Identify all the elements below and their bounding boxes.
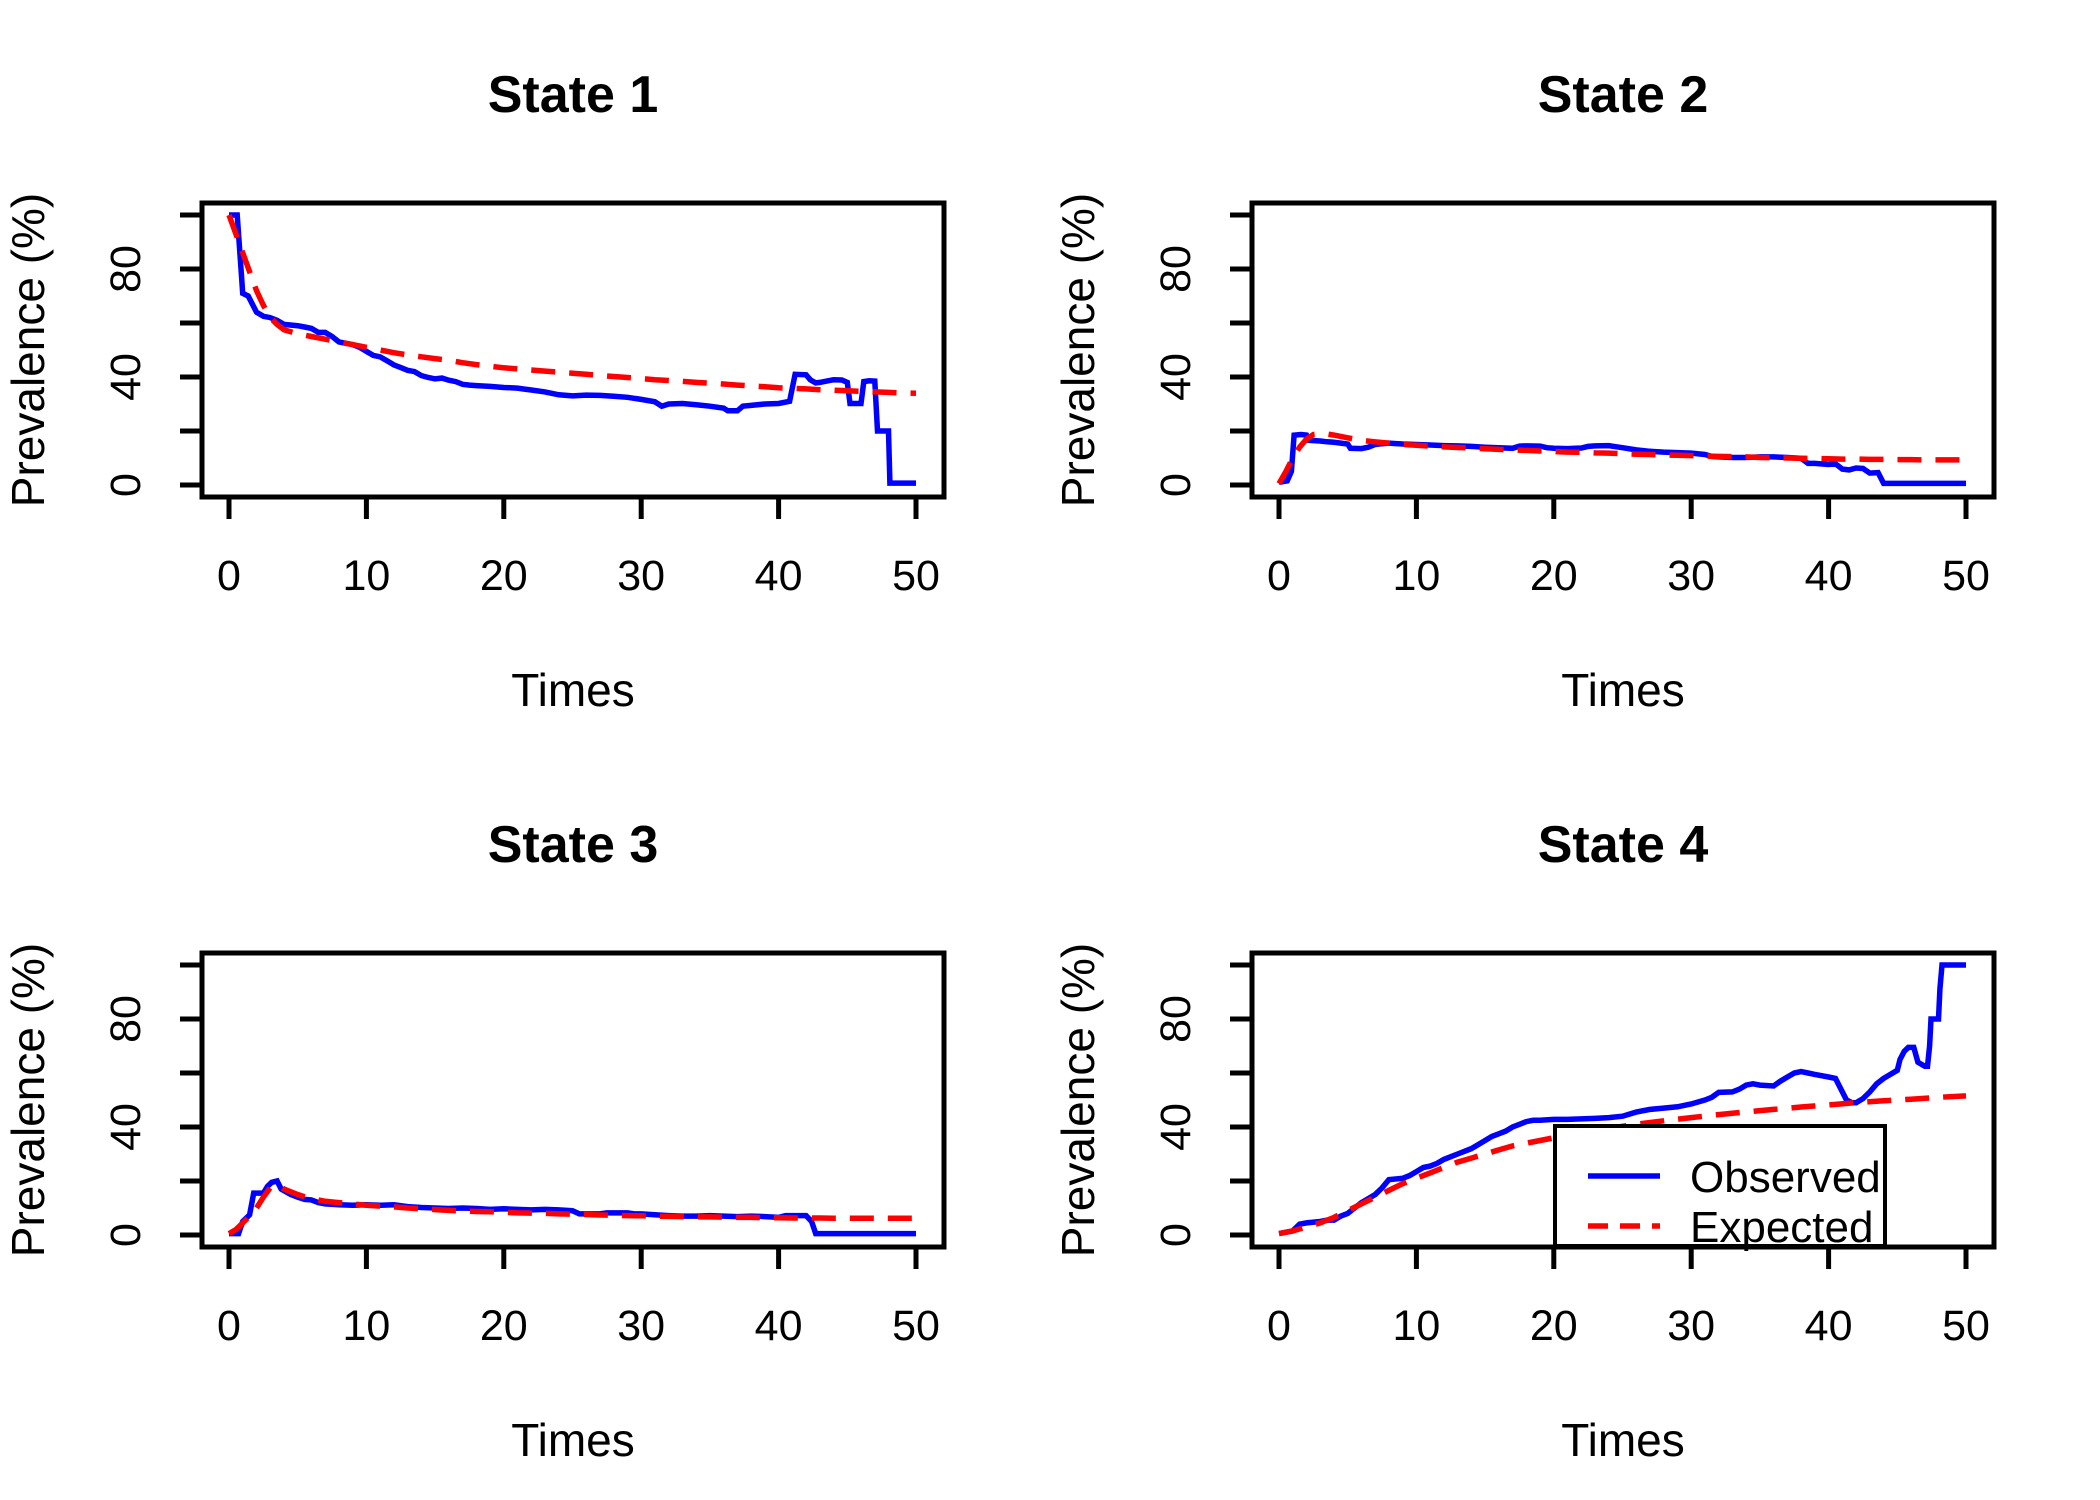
y-axis-label: Prevalence (%) <box>2 193 54 507</box>
panel-title: State 3 <box>488 816 659 874</box>
observed-line <box>1278 962 1966 1237</box>
x-tick-label: 50 <box>1942 1302 1990 1350</box>
y-tick-label: 40 <box>1152 1103 1200 1151</box>
x-tick-label: 40 <box>1805 552 1853 600</box>
y-tick-label: 0 <box>102 473 150 497</box>
legend-observed-label: Observed <box>1690 1153 1881 1202</box>
expected-line <box>1278 1093 1967 1237</box>
y-tick-label: 0 <box>1152 473 1200 497</box>
chart-state-3: State 3 Times Prevalence (%) 0 10 20 30 40 50 0 40… <box>2 816 947 1466</box>
y-tick-label: 80 <box>102 995 150 1043</box>
y-tick-label: 0 <box>102 1223 150 1247</box>
y-tick-label: 40 <box>102 1103 150 1151</box>
y-tick-label: 80 <box>1152 995 1200 1043</box>
y-tick-label: 0 <box>1152 1223 1200 1247</box>
x-tick-label: 30 <box>1667 552 1715 600</box>
x-tick-label: 10 <box>1392 552 1440 600</box>
expected-line <box>226 214 917 396</box>
observed-line <box>229 212 916 486</box>
x-tick-label: 0 <box>217 1302 241 1350</box>
x-tick-label: 50 <box>892 552 940 600</box>
legend-expected-label: Expected <box>1690 1203 1873 1252</box>
y-axis-label: Prevalence (%) <box>1052 943 1104 1257</box>
y-tick-label: 80 <box>1152 245 1200 293</box>
expected-line <box>1276 430 1966 485</box>
x-tick-label: 30 <box>1667 1302 1715 1350</box>
y-axis-label: Prevalence (%) <box>2 943 54 1257</box>
x-tick-label: 30 <box>617 552 665 600</box>
y-tick-label: 40 <box>1152 353 1200 401</box>
chart-state-4: State 4 Times Prevalence (%) 0 10 20 30 40 50 0 40… <box>1052 816 1997 1466</box>
panel-title: State 4 <box>1538 816 1709 874</box>
x-tick-label: 40 <box>755 1302 803 1350</box>
x-tick-label: 50 <box>892 1302 940 1350</box>
x-tick-label: 20 <box>480 552 528 600</box>
x-tick-label: 10 <box>1392 1302 1440 1350</box>
y-axis-label: Prevalence (%) <box>1052 193 1104 507</box>
panel-title: State 1 <box>488 66 659 124</box>
y-tick-label: 40 <box>102 353 150 401</box>
x-tick-label: 0 <box>1267 552 1291 600</box>
x-tick-label: 10 <box>342 1302 390 1350</box>
y-tick-label: 80 <box>102 245 150 293</box>
chart-state-1: State 1 Times Prevalence (%) 0 10 20 30 40 50 0 40… <box>2 66 947 716</box>
x-axis-label: Times <box>511 1414 635 1466</box>
x-axis-label: Times <box>1561 664 1685 716</box>
x-tick-label: 0 <box>1267 1302 1291 1350</box>
x-tick-label: 0 <box>217 552 241 600</box>
expected-line <box>227 1182 916 1236</box>
x-tick-label: 20 <box>480 1302 528 1350</box>
x-tick-label: 30 <box>617 1302 665 1350</box>
x-tick-label: 50 <box>1942 552 1990 600</box>
chart-state-2: State 2 Times Prevalence (%) 0 10 20 30 40 50 0 40… <box>1052 66 1997 716</box>
x-tick-label: 10 <box>342 552 390 600</box>
legend-box <box>1553 1124 1887 1248</box>
x-tick-label: 40 <box>755 552 803 600</box>
observed-line <box>1278 431 1966 487</box>
x-axis-label: Times <box>511 664 635 716</box>
x-tick-label: 20 <box>1530 1302 1578 1350</box>
x-tick-label: 40 <box>1805 1302 1853 1350</box>
x-axis-label: Times <box>1561 1414 1685 1466</box>
plot-frame <box>199 950 947 1250</box>
plot-frame <box>199 200 947 500</box>
panel-title: State 2 <box>1538 66 1709 124</box>
observed-line <box>229 1177 916 1237</box>
plot-frame <box>1249 200 1997 500</box>
x-tick-label: 20 <box>1530 552 1578 600</box>
